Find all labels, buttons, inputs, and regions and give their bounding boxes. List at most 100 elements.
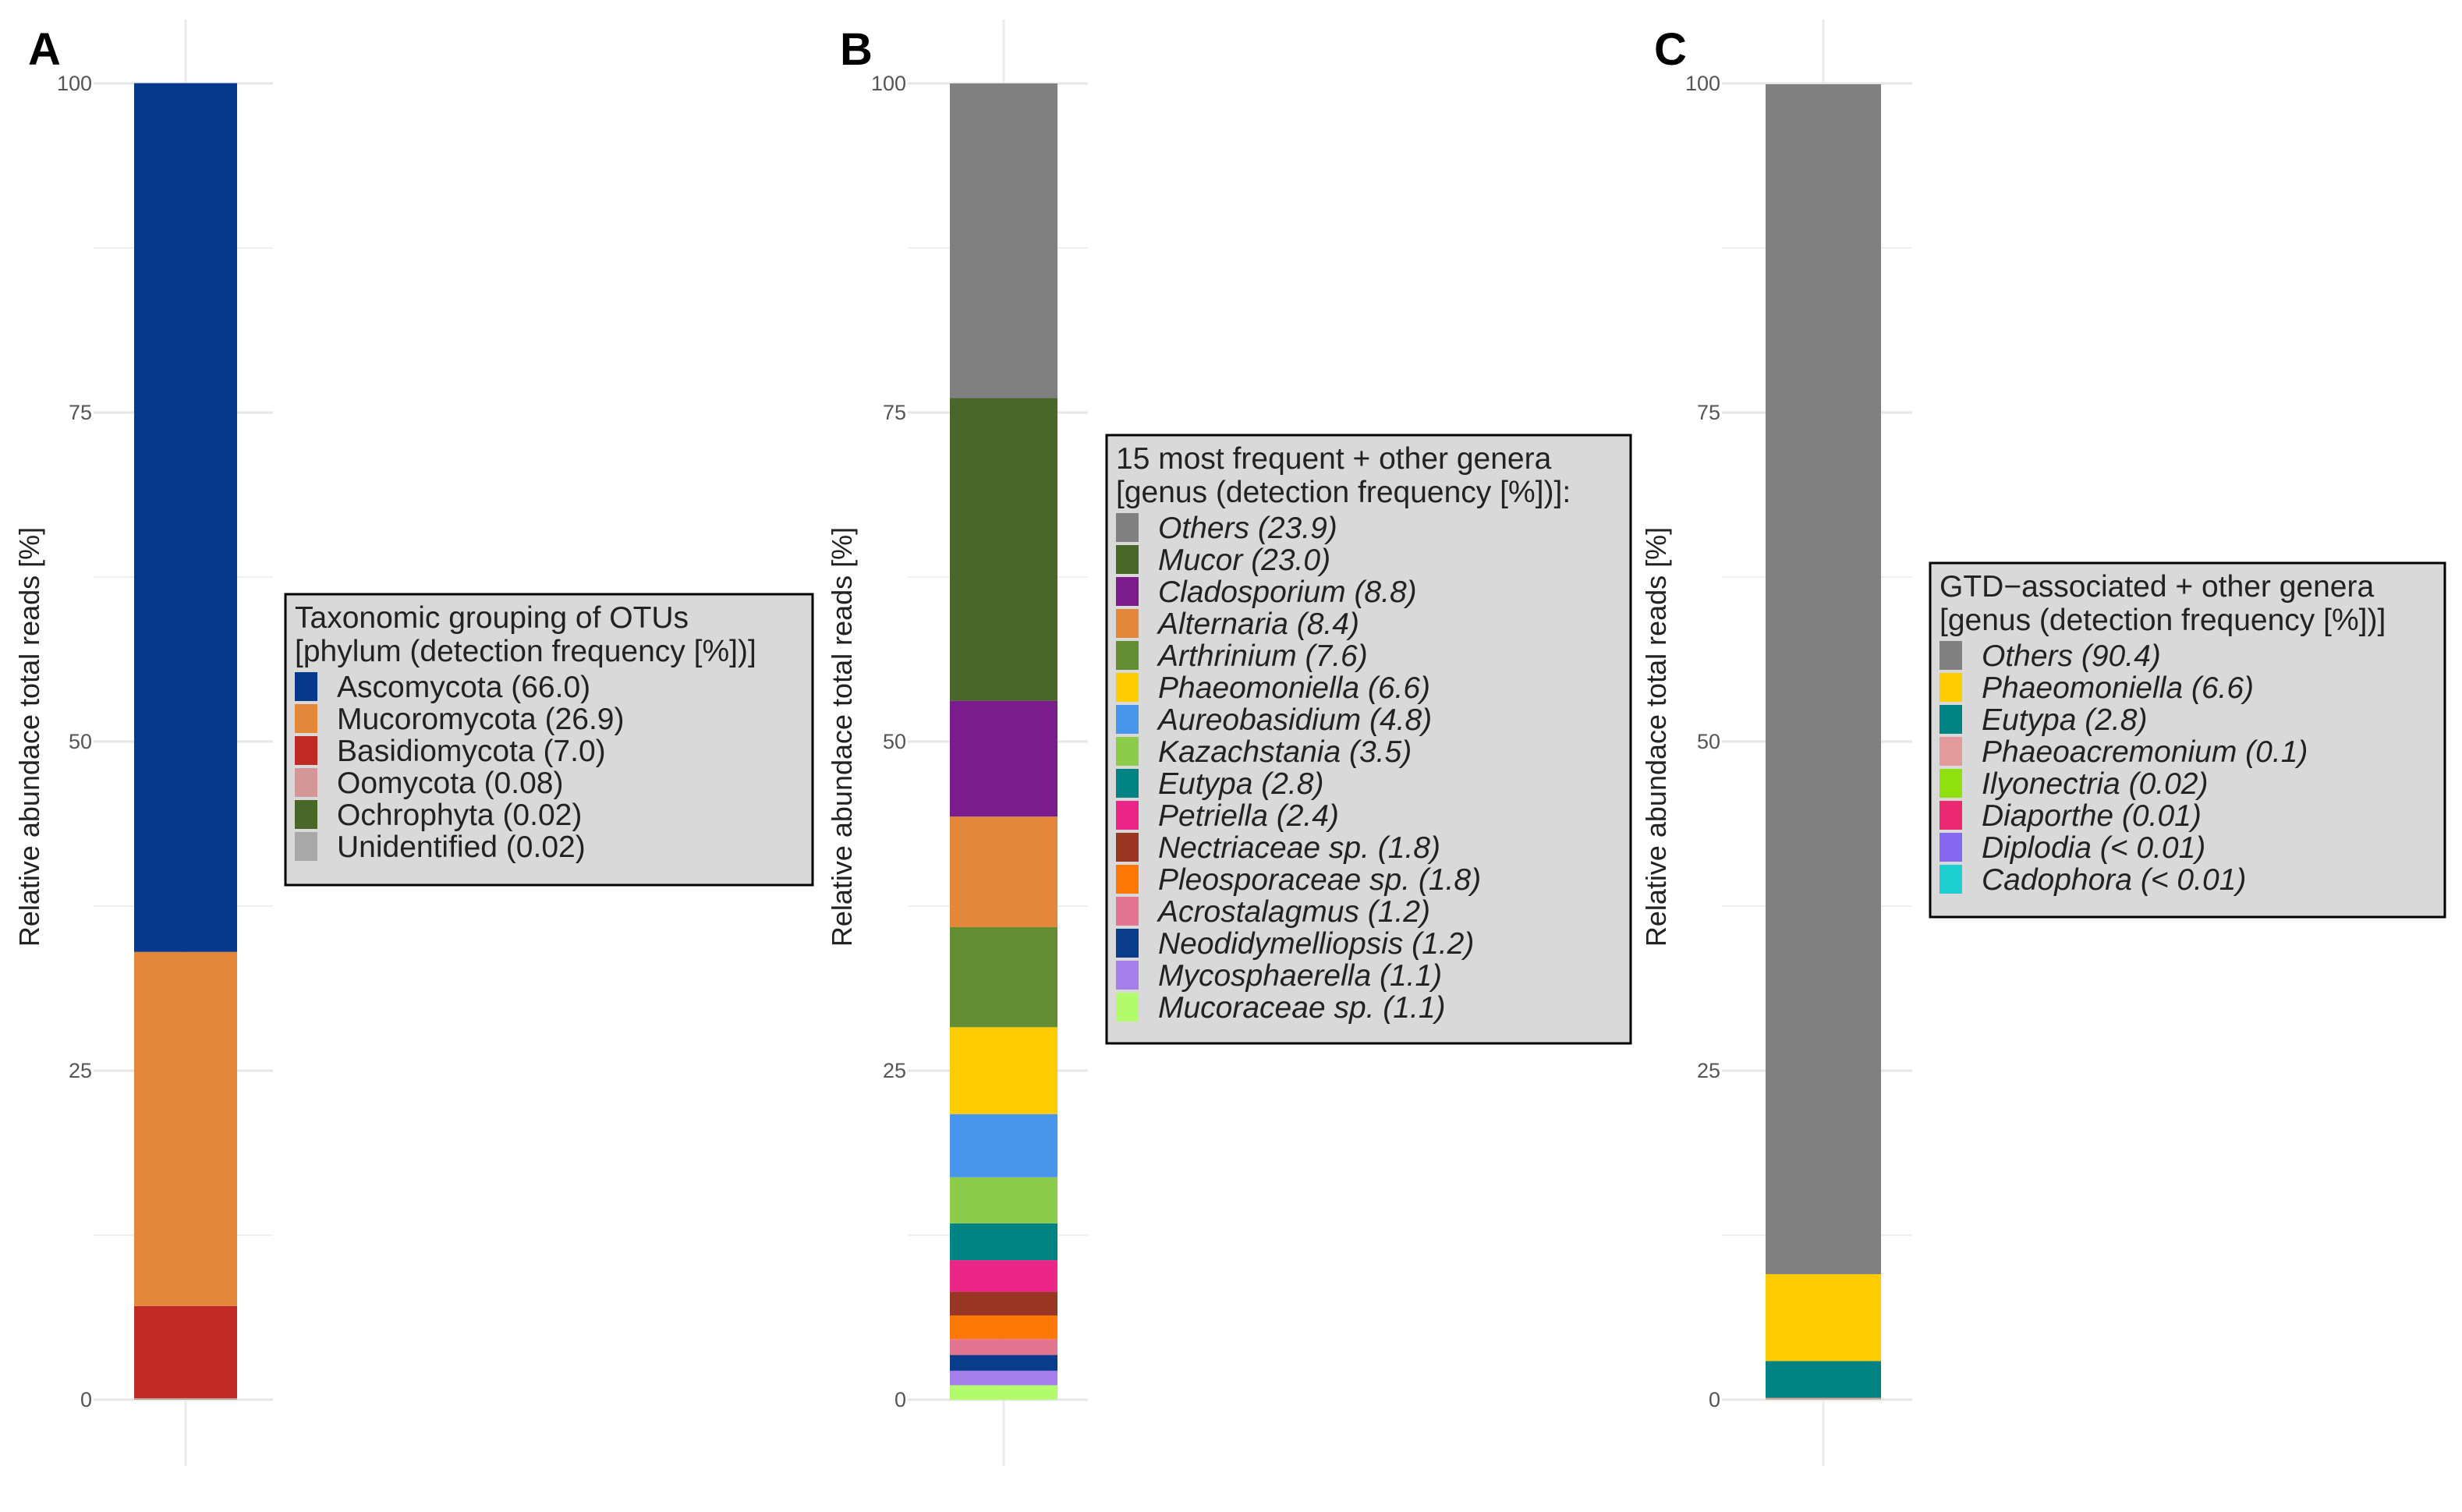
panel-a-y-axis-label: Relative abundace total reads [%] xyxy=(13,527,45,947)
panel-c-legend-swatch-phaeomoniella xyxy=(1939,673,1962,702)
panel-c-legend-label-others: Others (90.4) xyxy=(1982,639,2161,673)
panel-b-bar-segment-eutypa xyxy=(950,1223,1057,1261)
panel-b-legend-swatch-aureobasidium xyxy=(1116,705,1139,734)
panel-b-y-tick-label: 0 xyxy=(894,1388,906,1411)
panel-c-legend-label-phaeoacremonium: Phaeoacremonium (0.1) xyxy=(1982,735,2308,769)
panel-b-bar-segment-petriella xyxy=(950,1260,1057,1292)
panel-c-y-tick-label: 0 xyxy=(1709,1388,1720,1411)
panel-a-legend-swatch-ascomycota xyxy=(295,672,317,701)
panel-c-y-tick-label: 100 xyxy=(1685,72,1720,95)
panel-a-letter: A xyxy=(28,24,61,75)
panel-b-legend-swatch-mucoraceae-sp xyxy=(1116,993,1139,1022)
panel-c-legend-title-line-2: [genus (detection frequency [%])] xyxy=(1939,604,2386,637)
panel-b-bar-segment-others xyxy=(950,83,1057,398)
panel-b-legend-title-line-1: 15 most frequent + other genera xyxy=(1116,442,1552,476)
panel-b-bar-segment-cladosporium xyxy=(950,700,1057,817)
panel-b-legend-label-mycosphaerella: Mycosphaerella (1.1) xyxy=(1158,959,1442,993)
panel-b-legend-label-acrostalagmus: Acrostalagmus (1.2) xyxy=(1157,895,1430,929)
panel-b-legend-label-others: Others (23.9) xyxy=(1158,512,1337,545)
panel-b-bar-segment-neodidymelliopsis xyxy=(950,1354,1057,1371)
panel-b-bar-segment-alternaria xyxy=(950,816,1057,928)
panel-a-legend-title-line-2: [phylum (detection frequency [%])] xyxy=(295,635,756,668)
panel-a-y-tick-label: 50 xyxy=(69,730,92,753)
panel-c-legend-swatch-others xyxy=(1939,641,1962,670)
panel-b-legend-label-neodidymelliopsis: Neodidymelliopsis (1.2) xyxy=(1158,927,1474,961)
panel-a-legend: Taxonomic grouping of OTUs [phylum (dete… xyxy=(284,593,814,887)
panel-b-bar-segment-aureobasidium xyxy=(950,1114,1057,1177)
panel-b-legend-box xyxy=(1105,434,1632,1045)
panel-b-letter: B xyxy=(840,24,873,75)
panel-c-legend: GTD−associated + other genera [genus (de… xyxy=(1929,561,2446,919)
panel-a-legend-title-line-1: Taxonomic grouping of OTUs xyxy=(295,601,689,635)
panel-b-plot-area: 0 25 50 75 100 xyxy=(871,19,1088,1466)
panel-c-legend-label-phaeomoniella: Phaeomoniella (6.6) xyxy=(1982,671,2254,705)
panel-a-plot-area: 0 25 50 75 100 xyxy=(57,19,273,1466)
panel-c-legend-title-line-1: GTD−associated + other genera xyxy=(1939,570,2374,604)
panel-b-legend-swatch-pleosporaceae-sp xyxy=(1116,865,1139,894)
panel-b-legend-swatch-arthrinium xyxy=(1116,641,1139,670)
panel-c-bar-segment-phaeomoniella xyxy=(1766,1273,1881,1362)
panel-b-legend-swatch-eutypa xyxy=(1116,769,1139,798)
panel-b-bar-segment-pleosporaceae-sp xyxy=(950,1315,1057,1340)
panel-b-legend-swatch-mucor xyxy=(1116,545,1139,574)
panel-a-y-tick-label: 25 xyxy=(69,1059,92,1082)
panel-c-legend-swatch-ilyonectria xyxy=(1939,769,1962,798)
panel-c-legend-box xyxy=(1929,561,2446,919)
panel-b-y-tick-label: 75 xyxy=(883,401,906,424)
panel-b-bar-segment-acrostalagmus xyxy=(950,1339,1057,1355)
panel-b-legend-label-mucoraceae-sp: Mucoraceae sp. (1.1) xyxy=(1158,991,1446,1025)
panel-c-legend-swatch-eutypa xyxy=(1939,705,1962,734)
panel-c: C Relative abundace total reads [%] 0 25 5… xyxy=(1640,19,2446,1466)
panel-b-legend-label-aureobasidium: Aureobasidium (4.8) xyxy=(1157,703,1432,737)
panel-c-bar-segment-others xyxy=(1766,84,1881,1274)
panel-c-legend-swatch-cadophora xyxy=(1939,865,1962,894)
panel-b-legend-swatch-phaeomoniella xyxy=(1116,673,1139,702)
panel-c-y-tick-label: 50 xyxy=(1697,730,1720,753)
panel-c-legend-swatch-diplodia xyxy=(1939,833,1962,862)
panel-a-legend-label-ascomycota: Ascomycota (66.0) xyxy=(337,671,590,704)
panel-c-legend-swatch-phaeoacremonium xyxy=(1939,737,1962,766)
panel-a-legend-swatch-oomycota xyxy=(295,768,317,797)
panel-a-bar-segment-ascomycota xyxy=(134,83,237,952)
panel-a-legend-swatch-ochrophyta xyxy=(295,800,317,829)
panel-a-bar-segment-mucoromycota xyxy=(134,951,237,1306)
panel-a-legend-label-unidentified: Unidentified (0.02) xyxy=(337,830,586,864)
panel-c-legend-swatch-diaporthe xyxy=(1939,801,1962,830)
panel-a-legend-label-mucoromycota: Mucoromycota (26.9) xyxy=(337,703,624,736)
panel-c-bar-segment-eutypa xyxy=(1766,1361,1881,1398)
panel-c-y-tick-label: 75 xyxy=(1697,401,1720,424)
panel-b-legend-label-cladosporium: Cladosporium (8.8) xyxy=(1158,575,1417,609)
panel-a-bar-segment-basidiomycota xyxy=(134,1305,237,1398)
panel-b-legend-swatch-others xyxy=(1116,513,1139,542)
panel-b-legend-swatch-neodidymelliopsis xyxy=(1116,929,1139,958)
panel-b-bar-segment-mycosphaerella xyxy=(950,1370,1057,1386)
panel-b-bar-segment-mucoraceae-sp xyxy=(950,1385,1057,1400)
panel-c-legend-label-diaporthe: Diaporthe (0.01) xyxy=(1982,799,2202,833)
panel-c-plot-area: 0 25 50 75 100 xyxy=(1685,19,1912,1466)
panel-a-legend-swatch-basidiomycota xyxy=(295,736,317,765)
panel-b-bar-segment-nectriaceae-sp xyxy=(950,1291,1057,1315)
panel-b-y-tick-label: 50 xyxy=(883,730,906,753)
panel-b-legend-label-petriella: Petriella (2.4) xyxy=(1158,799,1339,833)
panel-b-legend-swatch-alternaria xyxy=(1116,609,1139,638)
panel-c-y-axis-label: Relative abundace total reads [%] xyxy=(1640,527,1672,947)
panel-b-legend-swatch-mycosphaerella xyxy=(1116,961,1139,990)
panel-b-legend-swatch-cladosporium xyxy=(1116,577,1139,606)
panel-b-y-tick-label: 25 xyxy=(883,1059,906,1082)
panel-a-bar-segment-oomycota xyxy=(134,1397,237,1400)
panel-b-bar-segment-mucor xyxy=(950,398,1057,701)
panel-a-y-tick-label: 0 xyxy=(80,1388,92,1411)
panel-b-y-tick-label: 100 xyxy=(871,72,906,95)
panel-b-legend-title-line-2: [genus (detection frequency [%])]: xyxy=(1116,476,1571,509)
panel-a-legend-box xyxy=(284,593,814,887)
panel-b-legend-label-arthrinium: Arthrinium (7.6) xyxy=(1157,639,1368,673)
panel-b-y-axis-label: Relative abundace total reads [%] xyxy=(826,527,858,947)
panel-b-legend-swatch-acrostalagmus xyxy=(1116,897,1139,926)
panel-b-legend-label-phaeomoniella: Phaeomoniella (6.6) xyxy=(1158,671,1430,705)
panel-c-legend-label-diplodia: Diplodia (< 0.01) xyxy=(1982,831,2205,865)
panel-b-legend-swatch-kazachstania xyxy=(1116,737,1139,766)
panel-a: A Relative abundace total reads [%] 0 25 5… xyxy=(13,19,814,1466)
panel-b-bar-segment-phaeomoniella xyxy=(950,1027,1057,1114)
panel-a-legend-label-ochrophyta: Ochrophyta (0.02) xyxy=(337,798,582,832)
